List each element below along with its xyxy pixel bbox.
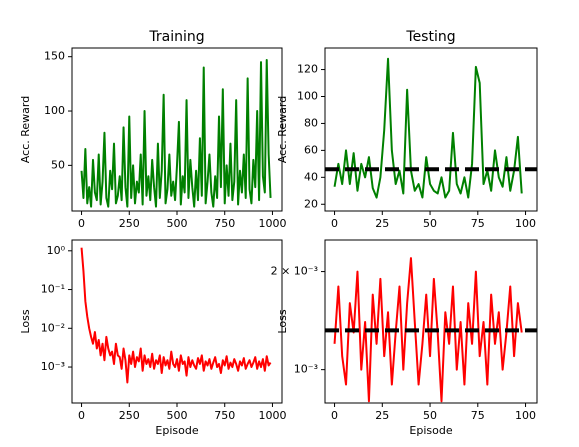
x-tick-label: 50 [423, 217, 437, 230]
y-tick-label: 40 [304, 170, 318, 183]
x-tick-label: 500 [167, 409, 188, 422]
y-tick-label: 150 [44, 50, 65, 63]
plot-area [80, 247, 272, 384]
axes-frame [71, 47, 283, 212]
line-series [80, 247, 272, 384]
y-tick-label: 10⁻² [41, 321, 65, 334]
axes-frame [324, 47, 538, 212]
y-tick-label: 80 [304, 116, 318, 129]
x-tick-label: 75 [471, 409, 485, 422]
subplot: 0 250 500 750 1000 10⁰ 10⁻¹ 10⁻² 10⁻³ Episode Loss [19, 239, 286, 437]
axes-frame [71, 239, 283, 404]
y-tick-label: 100 [297, 89, 318, 102]
line-series [333, 257, 523, 403]
x-tick-label: 1000 [258, 409, 286, 422]
y-tick-label: 50 [51, 158, 65, 171]
y-tick-label: 100 [44, 104, 65, 117]
y-axis-label: Acc. Reward [19, 96, 32, 163]
x-tick-label: 750 [214, 217, 235, 230]
y-tick-label: 2 × 10⁻³ [271, 265, 318, 278]
plot-area [325, 57, 537, 199]
x-tick-label: 75 [471, 217, 485, 230]
x-tick-label: 1000 [258, 217, 286, 230]
x-tick-label: 0 [78, 217, 85, 230]
y-tick-label: 10⁻¹ [41, 283, 65, 296]
x-tick-label: 500 [167, 217, 188, 230]
x-axis-label: Episode [409, 424, 452, 437]
x-tick-label: 0 [78, 409, 85, 422]
y-tick-label: 20 [304, 197, 318, 210]
plot-area [80, 58, 272, 208]
axes-frame [324, 239, 538, 404]
x-tick-label: 250 [119, 217, 140, 230]
x-tick-label: 25 [375, 217, 389, 230]
x-tick-label: 100 [515, 409, 536, 422]
y-tick-label: 120 [297, 63, 318, 76]
x-tick-label: 100 [515, 217, 536, 230]
subplot-title: Training [148, 29, 204, 45]
subplot-title: Testing [405, 29, 455, 45]
x-tick-label: 0 [331, 217, 338, 230]
subplot: 0 25 50 75 100 20 40 60 80 100 120 Testing Acc. Rewa… [276, 29, 538, 230]
y-axis-label: Loss [276, 309, 289, 333]
x-axis-label: Episode [155, 424, 198, 437]
x-tick-label: 50 [423, 409, 437, 422]
y-tick-label: 10⁻³ [41, 360, 65, 373]
y-axis-label: Acc. Reward [276, 96, 289, 163]
line-series [333, 57, 523, 199]
y-tick-label: 60 [304, 143, 318, 156]
x-tick-label: 250 [119, 409, 140, 422]
plot-area [325, 257, 537, 403]
y-tick-label: 10⁻³ [294, 363, 318, 376]
subplot: 0 25 50 75 100 2 × 10⁻³ 10⁻³ Episode Loss [271, 239, 538, 437]
subplot: 0 250 500 750 1000 50 100 150 Training Acc. Rewar… [19, 29, 286, 230]
x-tick-label: 750 [214, 409, 235, 422]
x-tick-label: 25 [375, 409, 389, 422]
x-tick-label: 0 [331, 409, 338, 422]
y-tick-label: 10⁰ [47, 244, 66, 257]
y-axis-label: Loss [19, 309, 32, 333]
line-series [80, 58, 272, 208]
